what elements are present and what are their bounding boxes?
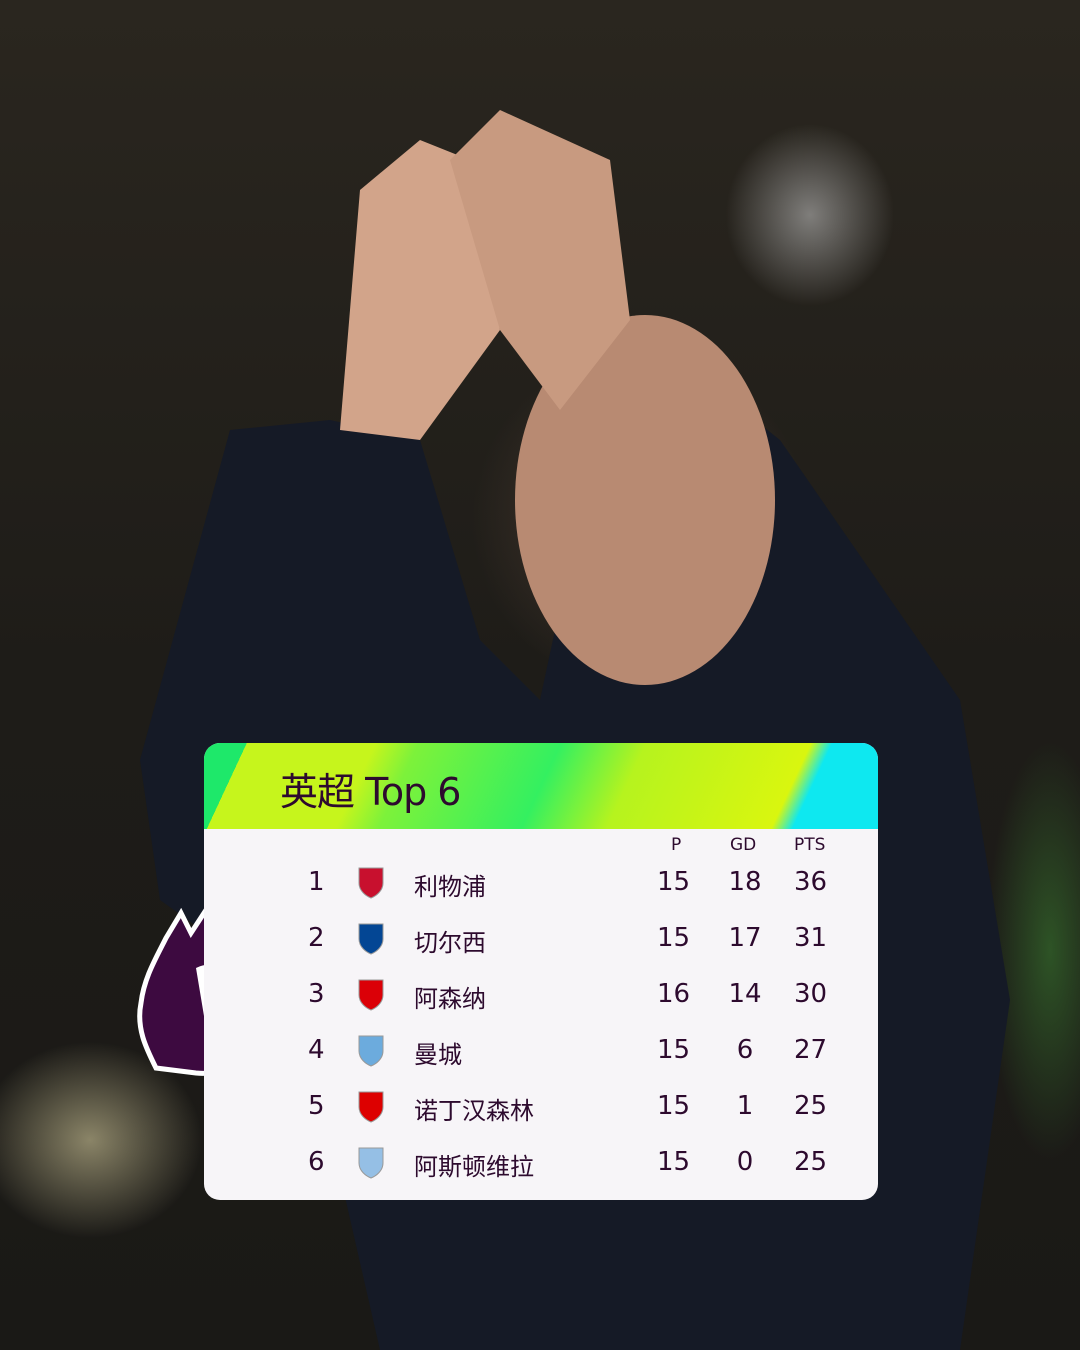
arsenal-crest-icon (356, 977, 386, 1011)
chelsea-crest-icon (356, 921, 386, 955)
team-played: 15 (657, 923, 691, 953)
standings-card: 英超 Top 6 P GD PTS 1 利物浦 15 18 36 2 切尔西 15… (204, 743, 878, 1200)
team-points: 30 (794, 979, 828, 1009)
team-goal-difference: 18 (728, 867, 762, 897)
team-name: 曼城 (414, 1041, 462, 1069)
team-position: 6 (308, 1147, 325, 1177)
card-title: 英超 Top 6 (280, 770, 461, 814)
column-header-played: P (671, 835, 682, 855)
team-name: 阿森纳 (414, 985, 486, 1013)
card-header: 英超 Top 6 (204, 743, 878, 829)
team-played: 15 (657, 867, 691, 897)
team-points: 36 (794, 867, 828, 897)
team-position: 3 (308, 979, 325, 1009)
team-position: 1 (308, 867, 325, 897)
team-name: 阿斯顿维拉 (414, 1153, 534, 1181)
team-goal-difference: 6 (736, 1035, 754, 1065)
column-header-goal-difference: GD (730, 835, 757, 855)
table-row: 5 诺丁汉森林 15 1 25 (204, 1079, 878, 1135)
team-points: 31 (794, 923, 828, 953)
table-row: 2 切尔西 15 17 31 (204, 911, 878, 967)
table-row: 3 阿森纳 16 14 30 (204, 967, 878, 1023)
table-row: 6 阿斯顿维拉 15 0 25 (204, 1135, 878, 1191)
team-goal-difference: 0 (736, 1147, 754, 1177)
column-header-points: PTS (794, 835, 826, 855)
team-points: 27 (794, 1035, 828, 1065)
team-played: 16 (657, 979, 691, 1009)
liverpool-crest-icon (356, 865, 386, 899)
table-row: 1 利物浦 15 18 36 (204, 855, 878, 911)
table-row: 4 曼城 15 6 27 (204, 1023, 878, 1079)
team-position: 5 (308, 1091, 325, 1121)
team-played: 15 (657, 1035, 691, 1065)
man-city-crest-icon (356, 1033, 386, 1067)
aston-villa-crest-icon (356, 1145, 386, 1179)
team-name: 切尔西 (414, 929, 486, 957)
team-goal-difference: 1 (736, 1091, 754, 1121)
nottingham-forest-crest-icon (356, 1089, 386, 1123)
team-position: 2 (308, 923, 325, 953)
team-goal-difference: 17 (728, 923, 762, 953)
team-played: 15 (657, 1147, 691, 1177)
team-name: 利物浦 (414, 873, 486, 901)
team-played: 15 (657, 1091, 691, 1121)
team-points: 25 (794, 1147, 828, 1177)
team-goal-difference: 14 (728, 979, 762, 1009)
team-name: 诺丁汉森林 (414, 1097, 534, 1125)
team-position: 4 (308, 1035, 325, 1065)
team-points: 25 (794, 1091, 828, 1121)
